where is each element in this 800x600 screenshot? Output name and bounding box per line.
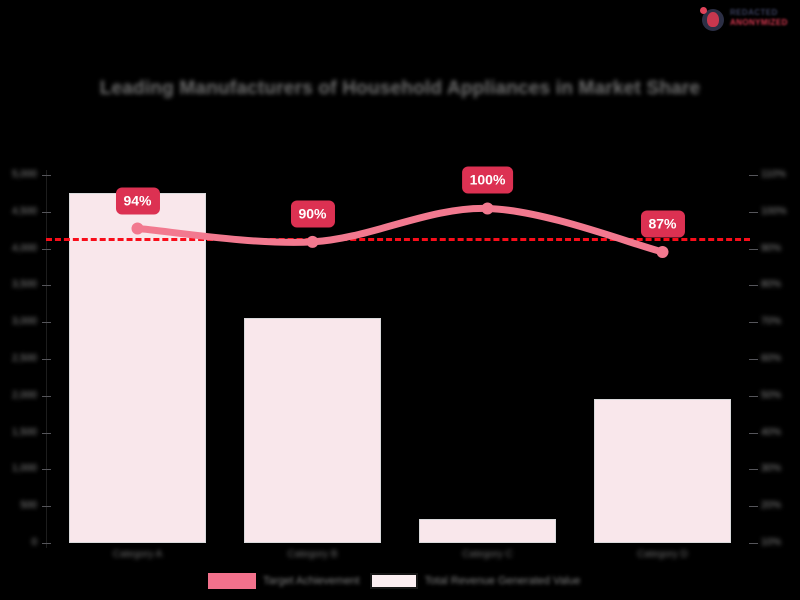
bar-0[interactable] xyxy=(69,193,206,543)
right-tick xyxy=(749,322,758,324)
left-axis-tick-label: 2,500 xyxy=(11,353,37,364)
data-label-2: 100% xyxy=(461,166,514,194)
right-tick xyxy=(749,543,758,544)
right-axis-tick-label: 60% xyxy=(761,353,782,364)
logo-wordmark: REDACTED ANONYMIZED xyxy=(730,8,792,28)
legend-swatch-bar xyxy=(369,573,418,589)
right-axis-tick-label: 10% xyxy=(761,537,782,548)
trend-line xyxy=(134,204,666,256)
line-marker-2[interactable] xyxy=(481,202,494,215)
chart-title: Leading Manufacturers of Household Appli… xyxy=(99,78,701,99)
left-tick xyxy=(42,175,51,176)
left-tick xyxy=(42,322,51,324)
left-axis-tick-label: 1,500 xyxy=(11,426,37,438)
legend-item-revenue[interactable]: Total Revenue Generated Value xyxy=(369,573,591,589)
right-axis-tick-label: 30% xyxy=(761,463,782,475)
data-label-3: 87% xyxy=(640,210,685,238)
line-marker-3[interactable] xyxy=(656,245,669,258)
legend-label-1: Total Revenue Generated Value xyxy=(424,575,581,587)
right-axis-tick-label: 110% xyxy=(761,169,786,180)
bar-2[interactable] xyxy=(419,518,556,543)
left-axis-tick-label: 0 xyxy=(31,537,37,548)
logo-mark-icon xyxy=(700,7,726,33)
right-tick xyxy=(749,211,758,213)
bar-3[interactable] xyxy=(594,398,731,543)
right-axis-tick-label: 90% xyxy=(761,242,782,254)
left-axis-tick-label: 500 xyxy=(20,500,37,512)
legend-swatch-line xyxy=(208,573,256,589)
right-axis-tick-label: 100% xyxy=(761,205,787,217)
left-tick xyxy=(42,211,51,213)
left-tick xyxy=(42,506,51,508)
left-axis-tick-label: 3,000 xyxy=(11,316,37,328)
left-tick xyxy=(42,395,51,397)
bar-1[interactable] xyxy=(244,317,381,543)
x-axis-tick-label-1: Category B xyxy=(287,549,338,560)
left-tick xyxy=(42,432,51,434)
right-axis-tick-label: 40% xyxy=(761,426,782,438)
left-axis-tick-label: 2,000 xyxy=(11,389,37,401)
left-tick xyxy=(42,359,51,360)
right-axis-tick-label: 80% xyxy=(761,279,782,291)
right-axis-tick-label: 70% xyxy=(761,316,782,328)
chart-legend: Target Achievement Total Revenue Generat… xyxy=(208,570,590,592)
left-tick xyxy=(42,543,51,544)
benchmark-threshold-line xyxy=(46,237,750,241)
right-tick xyxy=(749,432,758,434)
data-label-0: 94% xyxy=(115,187,160,215)
left-axis-tick-label: 3,500 xyxy=(11,279,37,291)
left-tick xyxy=(42,285,51,287)
legend-label-0: Target Achievement xyxy=(263,575,360,587)
right-axis-tick-label: 50% xyxy=(761,389,782,401)
right-tick xyxy=(749,395,758,397)
data-label-1: 90% xyxy=(290,200,335,228)
left-tick xyxy=(42,469,51,471)
left-axis-tick-label: 4,000 xyxy=(11,242,37,254)
right-tick xyxy=(749,359,758,360)
left-axis-tick-label: 1,000 xyxy=(11,463,37,475)
logo-line-2: ANONYMIZED xyxy=(730,18,788,27)
x-axis-tick-label-2: Category C xyxy=(462,549,513,560)
right-axis-tick-label: 20% xyxy=(761,500,782,512)
right-tick xyxy=(749,469,758,471)
left-axis-tick-label: 4,500 xyxy=(11,205,37,217)
left-tick xyxy=(42,248,51,250)
x-axis-tick-label-3: Category D xyxy=(637,549,688,560)
legend-item-target-achievement[interactable]: Target Achievement xyxy=(208,573,370,589)
x-axis-tick-label-0: Category A xyxy=(112,549,163,560)
right-tick xyxy=(749,175,758,176)
company-logo: REDACTED ANONYMIZED xyxy=(694,4,794,36)
left-axis-tick-label: 5,000 xyxy=(11,169,37,180)
logo-line-1: REDACTED xyxy=(730,8,778,17)
right-tick xyxy=(749,285,758,287)
right-tick xyxy=(749,248,758,250)
right-tick xyxy=(749,506,758,508)
